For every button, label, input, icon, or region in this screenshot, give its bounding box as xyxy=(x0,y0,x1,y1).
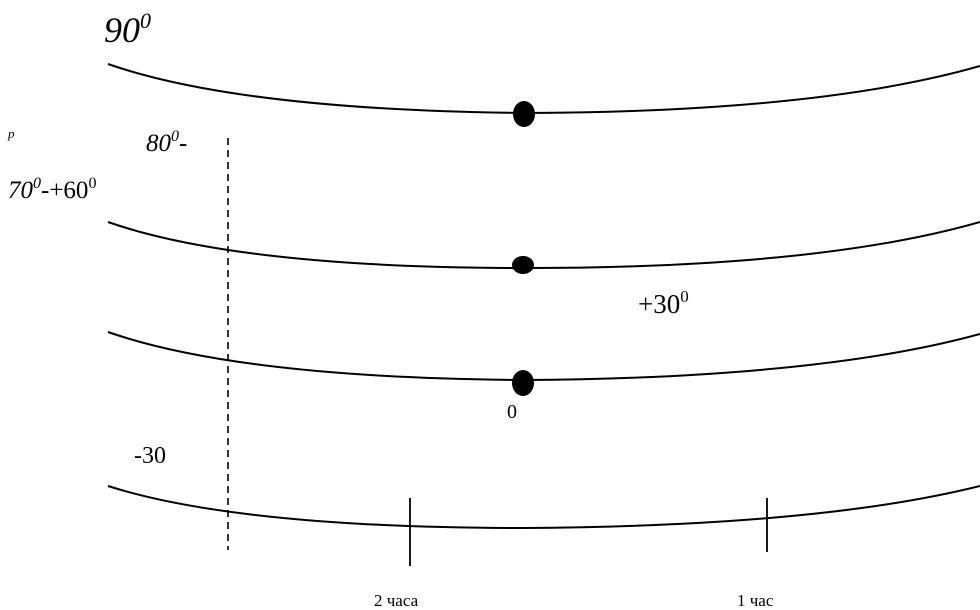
label-plus-30: +300 xyxy=(638,287,689,319)
label-lat-80: 800- xyxy=(146,128,187,157)
point-plus-60 xyxy=(512,256,534,274)
label-one-hour: 1 час xyxy=(737,591,774,610)
point-zero xyxy=(512,370,534,396)
label-lat-90: 900 xyxy=(104,8,151,50)
arc-zero xyxy=(107,331,980,382)
label-zero: 0 xyxy=(507,401,517,423)
label-p: p xyxy=(7,126,15,141)
label-minus-30: -30 xyxy=(134,443,166,469)
arc-90 xyxy=(107,63,980,115)
arc-minus-30 xyxy=(107,485,980,530)
arc-plus-60 xyxy=(107,221,980,270)
point-90 xyxy=(513,101,535,127)
label-two-hours: 2 часа xyxy=(374,591,419,610)
label-lat-70-60: 700-+600 xyxy=(8,175,96,204)
